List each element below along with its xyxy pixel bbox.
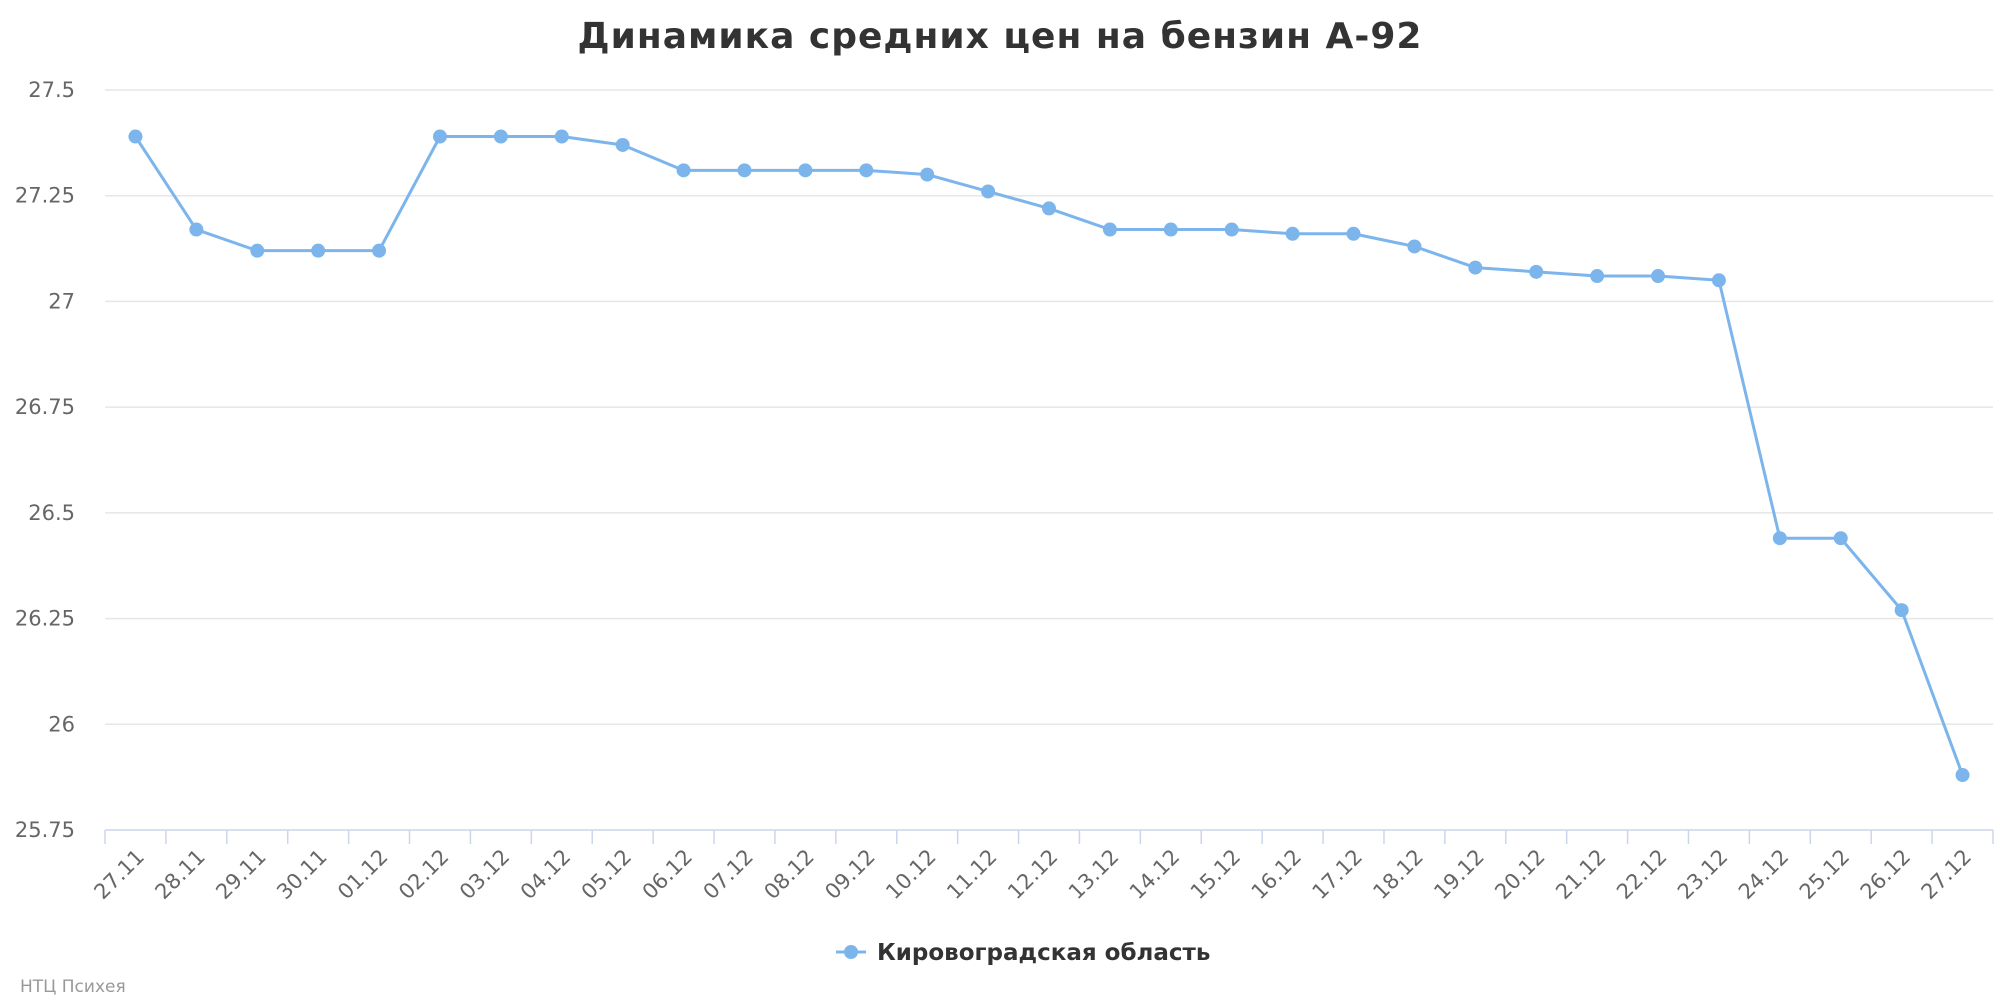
data-point[interactable]	[615, 137, 630, 152]
data-point[interactable]	[1529, 264, 1544, 279]
data-point[interactable]	[311, 243, 326, 258]
data-point[interactable]	[1894, 603, 1909, 618]
y-tick-label: 26.5	[28, 501, 75, 525]
data-point[interactable]	[1711, 273, 1726, 288]
legend-label: Кировоградская область	[877, 940, 1210, 966]
data-point[interactable]	[798, 163, 813, 178]
x-tick-label: 30.11	[272, 845, 331, 904]
data-point[interactable]	[1651, 269, 1666, 284]
data-point[interactable]	[1833, 531, 1848, 546]
y-tick-label: 26	[48, 712, 75, 736]
data-point[interactable]	[1772, 531, 1787, 546]
y-tick-label: 26.25	[15, 607, 75, 631]
x-tick-label: 24.12	[1734, 845, 1793, 904]
x-tick-label: 25.12	[1795, 845, 1854, 904]
x-tick-label: 27.11	[90, 845, 149, 904]
x-tick-label: 04.12	[516, 845, 575, 904]
data-point[interactable]	[128, 129, 143, 144]
x-tick-label: 22.12	[1612, 845, 1671, 904]
data-point[interactable]	[554, 129, 569, 144]
data-point[interactable]	[676, 163, 691, 178]
legend-item[interactable]: Кировоградская область	[836, 940, 1210, 966]
x-tick-label: 14.12	[1125, 845, 1184, 904]
x-tick-label: 13.12	[1064, 845, 1123, 904]
x-tick-label: 26.12	[1856, 845, 1915, 904]
data-point[interactable]	[372, 243, 387, 258]
x-tick-label: 08.12	[759, 845, 818, 904]
x-tick-label: 12.12	[1003, 845, 1062, 904]
x-tick-label: 17.12	[1308, 845, 1367, 904]
y-tick-label: 27.25	[15, 184, 75, 208]
x-tick-label: 15.12	[1186, 845, 1245, 904]
x-tick-label: 19.12	[1429, 845, 1488, 904]
data-point[interactable]	[189, 222, 204, 237]
series-line[interactable]	[133, 135, 1965, 777]
x-tick-label: 01.12	[333, 845, 392, 904]
data-point[interactable]	[1407, 239, 1422, 254]
grid-layer	[105, 89, 1993, 726]
data-point[interactable]	[1163, 222, 1178, 237]
y-tick-label: 27.5	[28, 78, 75, 102]
x-tick-label: 06.12	[638, 845, 697, 904]
series-layer	[128, 129, 1970, 783]
data-point[interactable]	[1590, 269, 1605, 284]
x-tick-label: 18.12	[1368, 845, 1427, 904]
x-tick-label: 09.12	[820, 845, 879, 904]
data-point[interactable]	[493, 129, 508, 144]
y-axis: 27.5 27.25 27 26.75 26.5 26.25 26 25.75	[15, 78, 75, 842]
x-tick-label: 16.12	[1247, 845, 1306, 904]
data-point[interactable]	[1102, 222, 1117, 237]
y-tick-label: 27	[48, 289, 75, 313]
y-tick-label: 26.75	[15, 395, 75, 419]
x-tick-label: 07.12	[699, 845, 758, 904]
x-tick-label: 23.12	[1673, 845, 1732, 904]
data-point[interactable]	[920, 167, 935, 182]
y-tick-label: 25.75	[15, 818, 75, 842]
x-tick-label: 20.12	[1490, 845, 1549, 904]
x-tick-label: 27.12	[1917, 845, 1976, 904]
data-point[interactable]	[1285, 226, 1300, 241]
data-point[interactable]	[1224, 222, 1239, 237]
data-point[interactable]	[981, 184, 996, 199]
data-point[interactable]	[250, 243, 265, 258]
x-tick-label: 02.12	[394, 845, 453, 904]
data-point[interactable]	[737, 163, 752, 178]
data-point[interactable]	[859, 163, 874, 178]
x-tick-label: 05.12	[577, 845, 636, 904]
x-tick-label: 28.11	[150, 845, 209, 904]
credits-text[interactable]: НТЦ Психея	[20, 977, 126, 997]
data-point[interactable]	[1468, 260, 1483, 275]
legend-marker-symbol	[844, 945, 858, 959]
data-point[interactable]	[432, 129, 447, 144]
x-tick-label: 29.11	[211, 845, 270, 904]
data-point[interactable]	[1955, 768, 1970, 783]
x-axis: 27.11 28.11 29.11 30.11 01.12 02.12 03.12 04.12…	[90, 829, 1994, 904]
data-point[interactable]	[1346, 226, 1361, 241]
chart-title: Динамика средних цен на бензин А-92	[578, 16, 1423, 57]
x-tick-label: 21.12	[1551, 845, 1610, 904]
x-tick-label: 11.12	[942, 845, 1001, 904]
x-tick-label: 10.12	[881, 845, 940, 904]
data-point[interactable]	[1042, 201, 1056, 216]
x-tick-label: 03.12	[455, 845, 514, 904]
